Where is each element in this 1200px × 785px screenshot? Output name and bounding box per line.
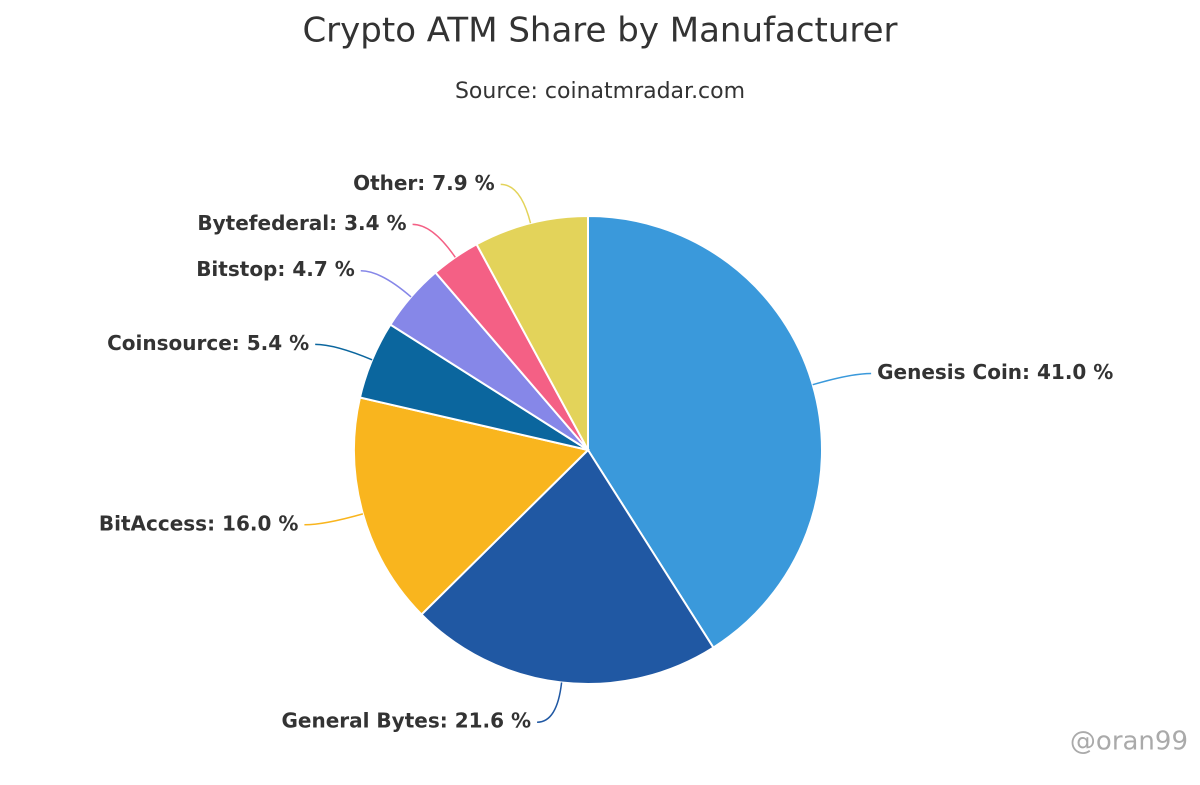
pie-slice xyxy=(587,214,823,649)
data-label: Coinsource: 5.4 % xyxy=(107,331,309,355)
connector xyxy=(500,183,532,224)
chart-subtitle: Source: coinatmradar.com xyxy=(455,79,745,104)
pie-slice xyxy=(353,396,590,616)
connector xyxy=(304,513,364,526)
chart-title: Crypto ATM Share by Manufacturer xyxy=(302,11,897,51)
pie-slice xyxy=(420,448,715,685)
connector xyxy=(315,343,373,361)
watermark: @oran99 xyxy=(1070,727,1188,757)
data-label: General Bytes: 21.6 % xyxy=(281,709,531,733)
data-label: BitAccess: 16.0 % xyxy=(99,511,299,535)
connector xyxy=(412,223,456,258)
data-label: Other: 7.9 % xyxy=(353,171,495,195)
data-label: Bitstop: 4.7 % xyxy=(196,257,355,281)
connector xyxy=(360,269,412,298)
connector xyxy=(537,682,563,723)
connector xyxy=(812,372,872,386)
data-label: Bytefederal: 3.4 % xyxy=(197,211,406,235)
data-label: Genesis Coin: 41.0 % xyxy=(877,360,1113,384)
